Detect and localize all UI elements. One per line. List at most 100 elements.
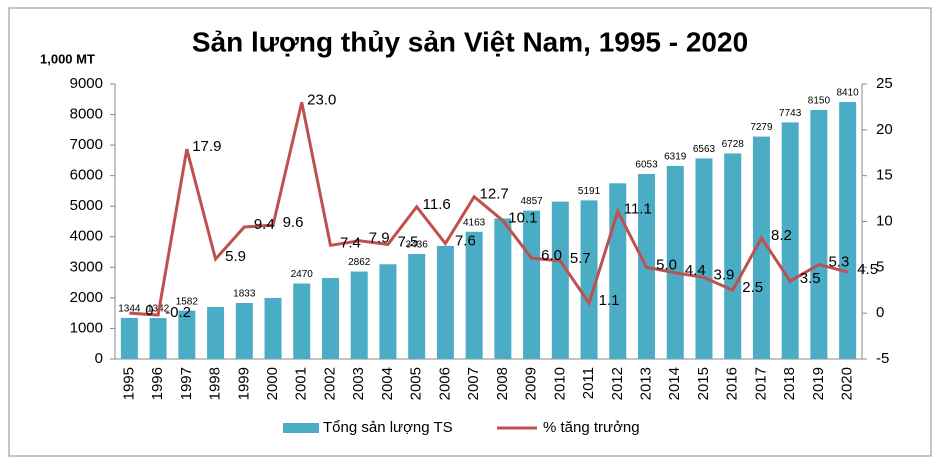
- line-value-label: 4.4: [685, 262, 706, 279]
- y-tick-label: 9000: [70, 75, 103, 92]
- x-tick-label: 2020: [839, 367, 856, 400]
- y-tick-label: 6000: [70, 167, 103, 184]
- bar: [379, 264, 397, 359]
- legend-label: Tổng sản lượng TS: [323, 419, 453, 436]
- bar-value-label: 8150: [808, 96, 831, 107]
- bar: [408, 254, 426, 359]
- bar-value-label: 5191: [578, 186, 601, 197]
- line-value-label: 1.1: [599, 292, 620, 309]
- line-value-label: 9.4: [254, 216, 275, 233]
- bar-value-label: 4163: [463, 217, 486, 228]
- x-tick-label: 2005: [408, 367, 425, 400]
- y-tick-label: 2000: [70, 289, 103, 306]
- y2-tick-label: 20: [876, 121, 893, 138]
- bar: [235, 302, 253, 359]
- bar: [839, 102, 857, 360]
- bar-value-label: 6728: [722, 139, 745, 150]
- x-tick-label: 1998: [207, 367, 224, 400]
- line-value-label: 5.3: [828, 254, 849, 271]
- x-tick-label: 2011: [580, 367, 597, 399]
- x-tick-label: 2014: [666, 367, 683, 400]
- line-value-label: 5.0: [656, 256, 677, 273]
- y2-tick-label: 25: [876, 75, 893, 92]
- bar-value-label: 1344: [118, 304, 141, 315]
- bar: [724, 153, 742, 359]
- bar-value-label: 7279: [750, 122, 773, 133]
- x-tick-label: 2010: [551, 367, 568, 400]
- x-tick-label: 2009: [523, 367, 540, 400]
- bar: [350, 271, 368, 359]
- bar: [321, 278, 339, 359]
- legend-swatch: [283, 423, 319, 433]
- bar: [494, 218, 512, 359]
- x-tick-label: 1996: [149, 367, 166, 400]
- line-value-label: 17.9: [192, 138, 221, 155]
- y2-tick-label: 5: [876, 258, 884, 275]
- x-tick-label: 2013: [637, 367, 654, 400]
- bar: [120, 317, 138, 359]
- line-value-label: 3.9: [714, 266, 735, 283]
- y-tick-label: 8000: [70, 106, 103, 123]
- line-value-label: 0: [145, 302, 153, 319]
- bar-value-label: 7743: [779, 108, 802, 119]
- bar-value-label: 1582: [176, 296, 199, 307]
- bar: [293, 283, 311, 359]
- x-tick-label: 2018: [781, 367, 798, 400]
- bar-value-label: 8410: [837, 88, 860, 99]
- chart-title: Sản lượng thủy sản Việt Nam, 1995 - 2020: [192, 26, 748, 57]
- bar: [149, 317, 167, 359]
- line-value-label: -0.2: [165, 304, 191, 321]
- bar: [810, 109, 828, 359]
- y-tick-label: 4000: [70, 228, 103, 245]
- bar: [551, 201, 569, 359]
- line-value-label: 8.2: [771, 227, 792, 244]
- y2-tick-label: -5: [876, 350, 889, 367]
- line-value-label: 23.0: [307, 91, 336, 108]
- y-tick-label: 0: [95, 350, 103, 367]
- line-value-label: 2.5: [742, 279, 763, 296]
- x-tick-label: 2003: [350, 367, 367, 400]
- y-unit-label: 1,000 MT: [40, 51, 95, 66]
- line-value-label: 11.1: [624, 200, 652, 217]
- x-tick-label: 2006: [436, 367, 453, 400]
- bar: [752, 136, 770, 359]
- bar-value-label: 6053: [635, 160, 658, 171]
- line-value-label: 7.9: [369, 230, 390, 247]
- line-value-label: 7.4: [340, 234, 361, 251]
- line-value-label: 5.9: [225, 248, 246, 265]
- line-value-label: 7.5: [398, 233, 419, 250]
- x-tick-label: 2012: [609, 367, 626, 400]
- bar-value-label: 3436: [406, 240, 429, 251]
- x-tick-label: 2019: [810, 367, 827, 400]
- bar-value-label: 2862: [348, 257, 371, 268]
- line: [129, 101, 849, 317]
- x-tick-label: 2004: [379, 367, 396, 400]
- bar-value-label: 6563: [693, 144, 716, 155]
- line-value-label: 11.6: [423, 196, 451, 213]
- bar: [580, 200, 598, 359]
- x-tick-label: 2000: [264, 367, 281, 400]
- x-tick-label: 2008: [494, 367, 511, 400]
- bar: [264, 297, 282, 359]
- line-value-label: 4.5: [857, 261, 878, 278]
- line-value-label: 6.0: [541, 247, 562, 264]
- y-tick-label: 3000: [70, 258, 103, 275]
- bar-value-label: 6319: [664, 152, 687, 163]
- y-tick-label: 1000: [70, 319, 103, 336]
- bar-value-label: 2470: [291, 269, 314, 280]
- line-value-label: 5.7: [570, 250, 591, 267]
- y-tick-label: 5000: [70, 197, 103, 214]
- line-value-label: 9.6: [283, 214, 304, 231]
- bar: [465, 231, 483, 359]
- x-tick-label: 2017: [752, 367, 769, 400]
- x-tick-label: 2007: [465, 367, 482, 400]
- x-tick-label: 2001: [293, 367, 310, 400]
- line-value-label: 3.5: [800, 270, 821, 287]
- y2-tick-label: 0: [876, 304, 884, 321]
- y2-tick-label: 10: [876, 212, 893, 229]
- bar: [781, 122, 799, 360]
- x-tick-label: 2002: [321, 367, 338, 400]
- bar: [207, 307, 225, 359]
- bar: [436, 245, 454, 359]
